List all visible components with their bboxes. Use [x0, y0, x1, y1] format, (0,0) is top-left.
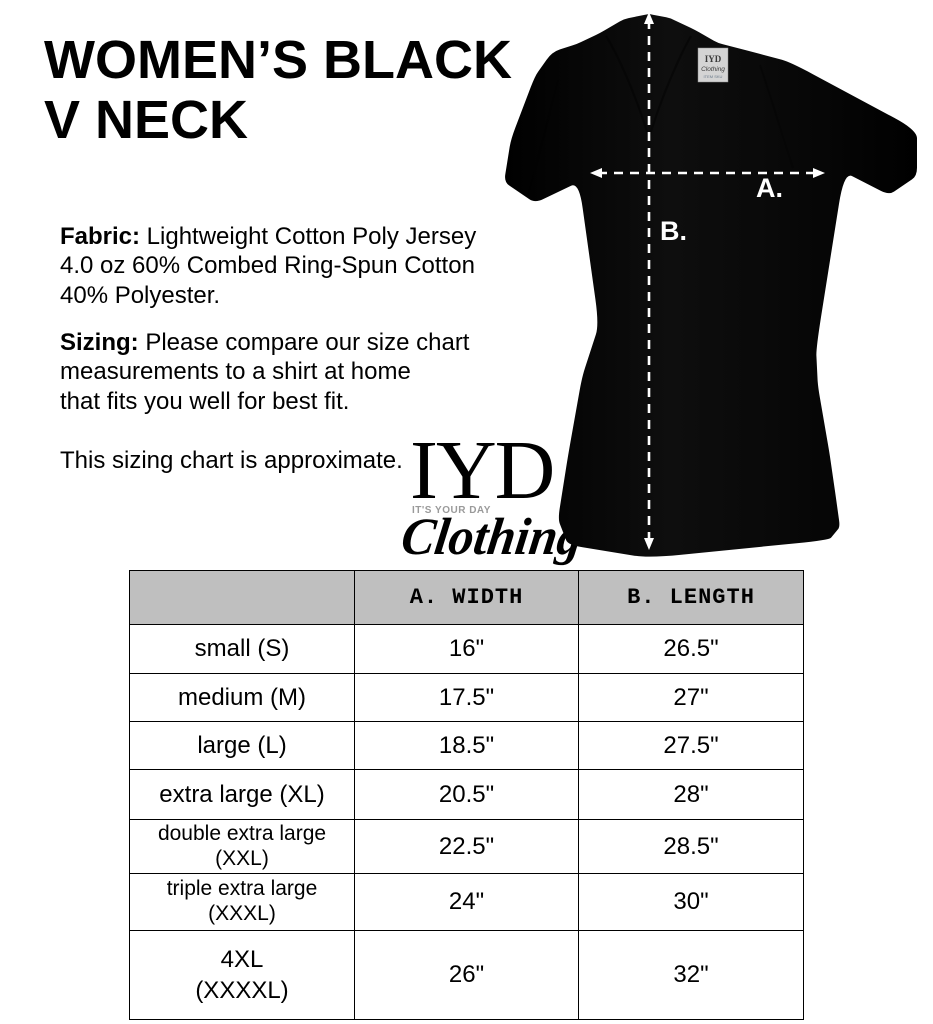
- svg-text:A.: A.: [756, 173, 783, 203]
- svg-text:Clothing: Clothing: [701, 66, 725, 73]
- svg-text:B.: B.: [660, 216, 687, 246]
- svg-text:ITEM SKU: ITEM SKU: [704, 74, 723, 79]
- svg-text:IYD: IYD: [705, 54, 722, 64]
